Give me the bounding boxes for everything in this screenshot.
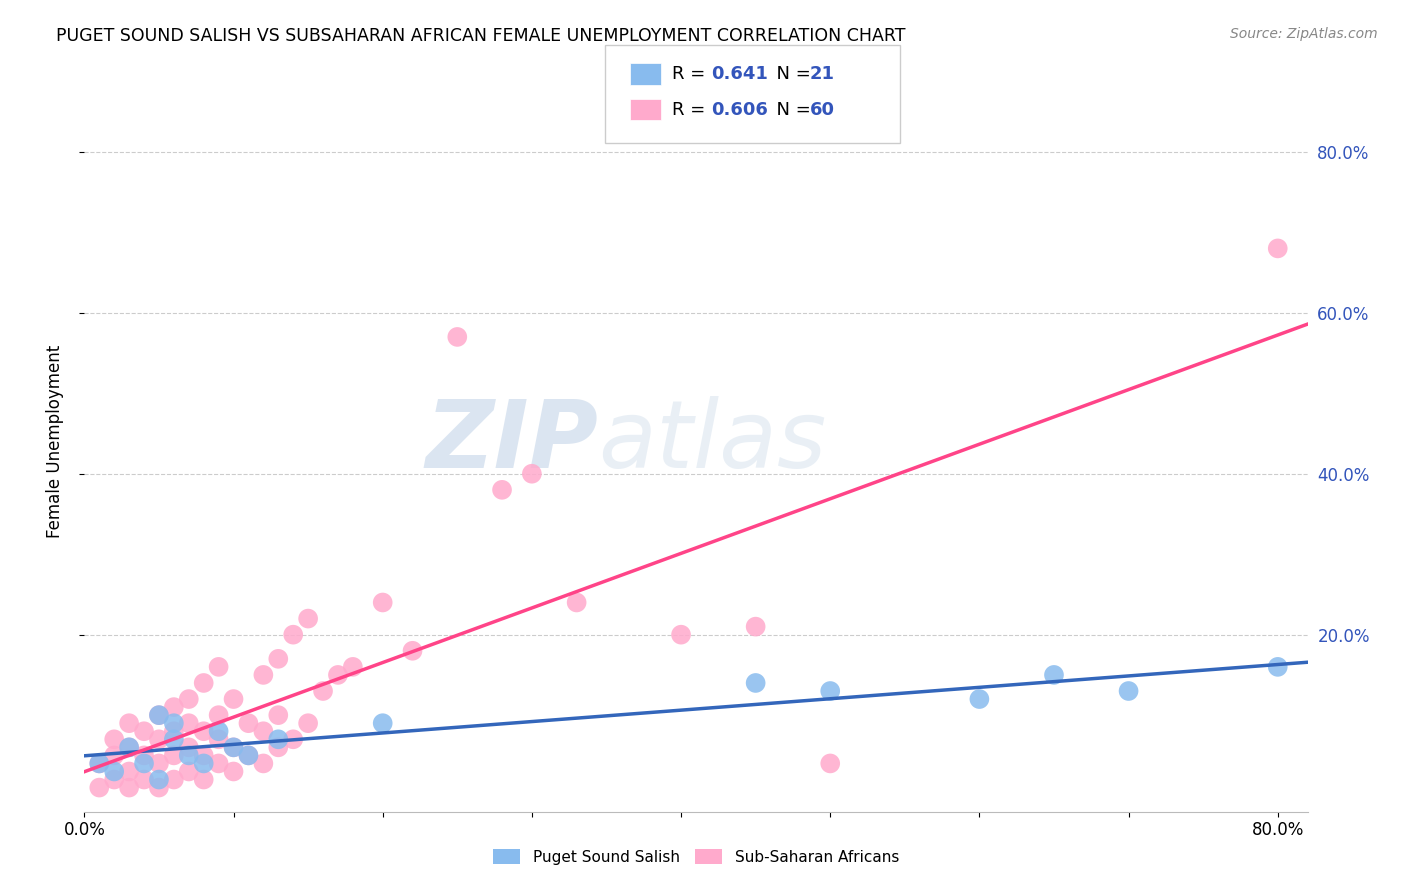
Text: 0.606: 0.606 [711,101,768,119]
Text: PUGET SOUND SALISH VS SUBSAHARAN AFRICAN FEMALE UNEMPLOYMENT CORRELATION CHART: PUGET SOUND SALISH VS SUBSAHARAN AFRICAN… [56,27,905,45]
Point [312,684,335,698]
Point [177,740,200,755]
Point [89,756,111,771]
Point [342,660,364,674]
Point [371,595,394,609]
Point [744,676,766,690]
Point [267,652,290,666]
Point [267,740,290,755]
Point [1267,241,1289,255]
Point [222,740,245,755]
Point [446,330,468,344]
Point [163,716,186,731]
Point [163,700,186,714]
Point [163,772,186,787]
Point [565,595,588,609]
Point [148,708,170,723]
Point [669,628,692,642]
Point [177,716,200,731]
Point [818,684,841,698]
Legend: Puget Sound Salish, Sub-Saharan Africans: Puget Sound Salish, Sub-Saharan Africans [486,843,905,871]
Point [103,732,125,747]
Point [118,740,141,755]
Point [118,764,141,779]
Point [252,668,274,682]
Point [222,692,245,706]
Point [177,764,200,779]
Point [207,732,229,747]
Point [148,780,170,795]
Point [163,724,186,739]
Point [177,748,200,763]
Point [207,724,229,739]
Point [193,676,215,690]
Point [283,732,305,747]
Point [222,764,245,779]
Point [103,772,125,787]
Text: R =: R = [672,101,711,119]
Point [103,748,125,763]
Point [283,628,305,642]
Point [148,732,170,747]
Point [238,716,260,731]
Point [252,724,274,739]
Point [207,708,229,723]
Point [132,772,155,787]
Point [207,660,229,674]
Text: N =: N = [765,65,817,83]
Point [222,740,245,755]
Point [744,619,766,633]
Point [1118,684,1140,698]
Point [371,716,394,731]
Point [491,483,513,497]
Point [207,756,229,771]
Point [969,692,991,706]
Point [89,780,111,795]
Point [163,748,186,763]
Point [103,764,125,779]
Y-axis label: Female Unemployment: Female Unemployment [45,345,63,538]
Point [193,772,215,787]
Point [118,780,141,795]
Point [1267,660,1289,674]
Point [238,748,260,763]
Point [118,740,141,755]
Point [267,708,290,723]
Point [193,724,215,739]
Point [326,668,349,682]
Point [297,611,319,625]
Point [148,756,170,771]
Point [163,732,186,747]
Point [193,756,215,771]
Point [1043,668,1066,682]
Text: 60: 60 [810,101,835,119]
Text: Source: ZipAtlas.com: Source: ZipAtlas.com [1230,27,1378,41]
Text: R =: R = [672,65,711,83]
Point [193,748,215,763]
Point [177,692,200,706]
Point [297,716,319,731]
Text: N =: N = [765,101,817,119]
Point [132,756,155,771]
Text: ZIP: ZIP [425,395,598,488]
Point [132,724,155,739]
Point [238,748,260,763]
Point [118,716,141,731]
Text: 0.641: 0.641 [711,65,768,83]
Point [89,756,111,771]
Point [520,467,543,481]
Point [252,756,274,771]
Text: atlas: atlas [598,396,827,487]
Text: 21: 21 [810,65,835,83]
Point [267,732,290,747]
Point [401,644,423,658]
Point [148,708,170,723]
Point [132,748,155,763]
Point [148,772,170,787]
Point [818,756,841,771]
